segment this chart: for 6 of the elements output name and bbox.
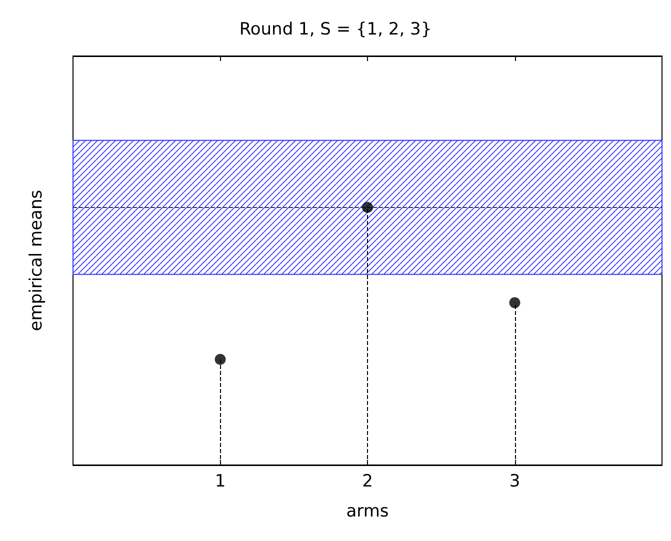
x-axis-title: arms <box>346 502 389 522</box>
x-tick-label: 1 <box>214 472 226 492</box>
y-axis-title: empirical means <box>26 190 46 332</box>
x-tick-label: 3 <box>509 472 520 492</box>
chart-title: Round 1, S = {1, 2, 3} <box>239 20 432 40</box>
x-tick-label: 2 <box>362 472 373 492</box>
